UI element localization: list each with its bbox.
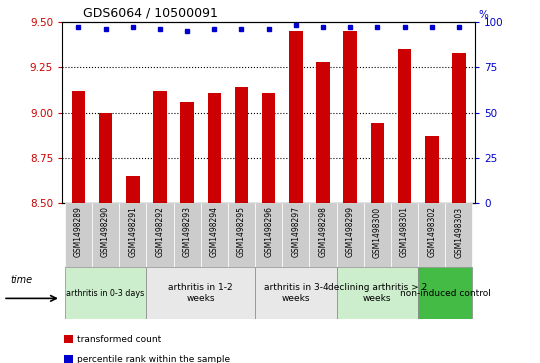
Bar <box>201 203 228 267</box>
Bar <box>370 123 384 203</box>
Bar <box>180 102 194 203</box>
Bar <box>146 203 173 267</box>
Bar <box>255 203 282 267</box>
Bar <box>99 113 112 203</box>
Text: non-induced control: non-induced control <box>400 289 491 298</box>
Bar <box>336 203 364 267</box>
Bar <box>316 62 330 203</box>
Bar <box>398 49 411 203</box>
Text: GSM1498295: GSM1498295 <box>237 207 246 257</box>
Bar <box>153 91 167 203</box>
Text: GSM1498302: GSM1498302 <box>427 207 436 257</box>
Bar <box>364 203 391 267</box>
Bar <box>418 203 446 267</box>
Text: GSM1498303: GSM1498303 <box>454 207 463 258</box>
Bar <box>207 93 221 203</box>
Text: GSM1498293: GSM1498293 <box>183 207 192 257</box>
Text: arthritis in 3-4
weeks: arthritis in 3-4 weeks <box>264 284 328 303</box>
Text: arthritis in 1-2
weeks: arthritis in 1-2 weeks <box>168 284 233 303</box>
Bar <box>452 53 465 203</box>
Text: GSM1498294: GSM1498294 <box>210 207 219 257</box>
Text: GSM1498299: GSM1498299 <box>346 207 355 257</box>
Text: arthritis in 0-3 days: arthritis in 0-3 days <box>66 289 145 298</box>
Bar <box>126 176 139 203</box>
Bar <box>119 203 146 267</box>
Text: GSM1498297: GSM1498297 <box>291 207 300 257</box>
Text: GSM1498290: GSM1498290 <box>101 207 110 257</box>
Bar <box>446 203 472 267</box>
Text: GDS6064 / 10500091: GDS6064 / 10500091 <box>83 6 218 19</box>
Bar <box>92 203 119 267</box>
Text: GSM1498292: GSM1498292 <box>156 207 165 257</box>
Bar <box>65 203 92 267</box>
Bar <box>425 136 438 203</box>
Bar <box>228 203 255 267</box>
Text: GSM1498296: GSM1498296 <box>264 207 273 257</box>
Text: transformed count: transformed count <box>77 335 161 343</box>
Text: GSM1498300: GSM1498300 <box>373 207 382 258</box>
Text: GSM1498289: GSM1498289 <box>74 207 83 257</box>
Bar <box>64 355 73 363</box>
Bar <box>64 335 73 343</box>
Bar <box>391 203 418 267</box>
Bar <box>343 31 357 203</box>
Bar <box>146 267 255 319</box>
Bar <box>235 87 248 203</box>
Bar <box>289 31 302 203</box>
Text: %: % <box>478 10 488 20</box>
Text: time: time <box>11 275 33 285</box>
Text: GSM1498301: GSM1498301 <box>400 207 409 257</box>
Bar <box>72 91 85 203</box>
Bar <box>418 267 472 319</box>
Bar <box>255 267 336 319</box>
Bar <box>309 203 336 267</box>
Text: GSM1498291: GSM1498291 <box>129 207 137 257</box>
Text: percentile rank within the sample: percentile rank within the sample <box>77 355 230 363</box>
Text: declining arthritis > 2
weeks: declining arthritis > 2 weeks <box>328 284 427 303</box>
Bar <box>65 267 146 319</box>
Bar <box>282 203 309 267</box>
Bar <box>262 93 275 203</box>
Bar <box>173 203 201 267</box>
Text: GSM1498298: GSM1498298 <box>319 207 327 257</box>
Bar <box>336 267 418 319</box>
